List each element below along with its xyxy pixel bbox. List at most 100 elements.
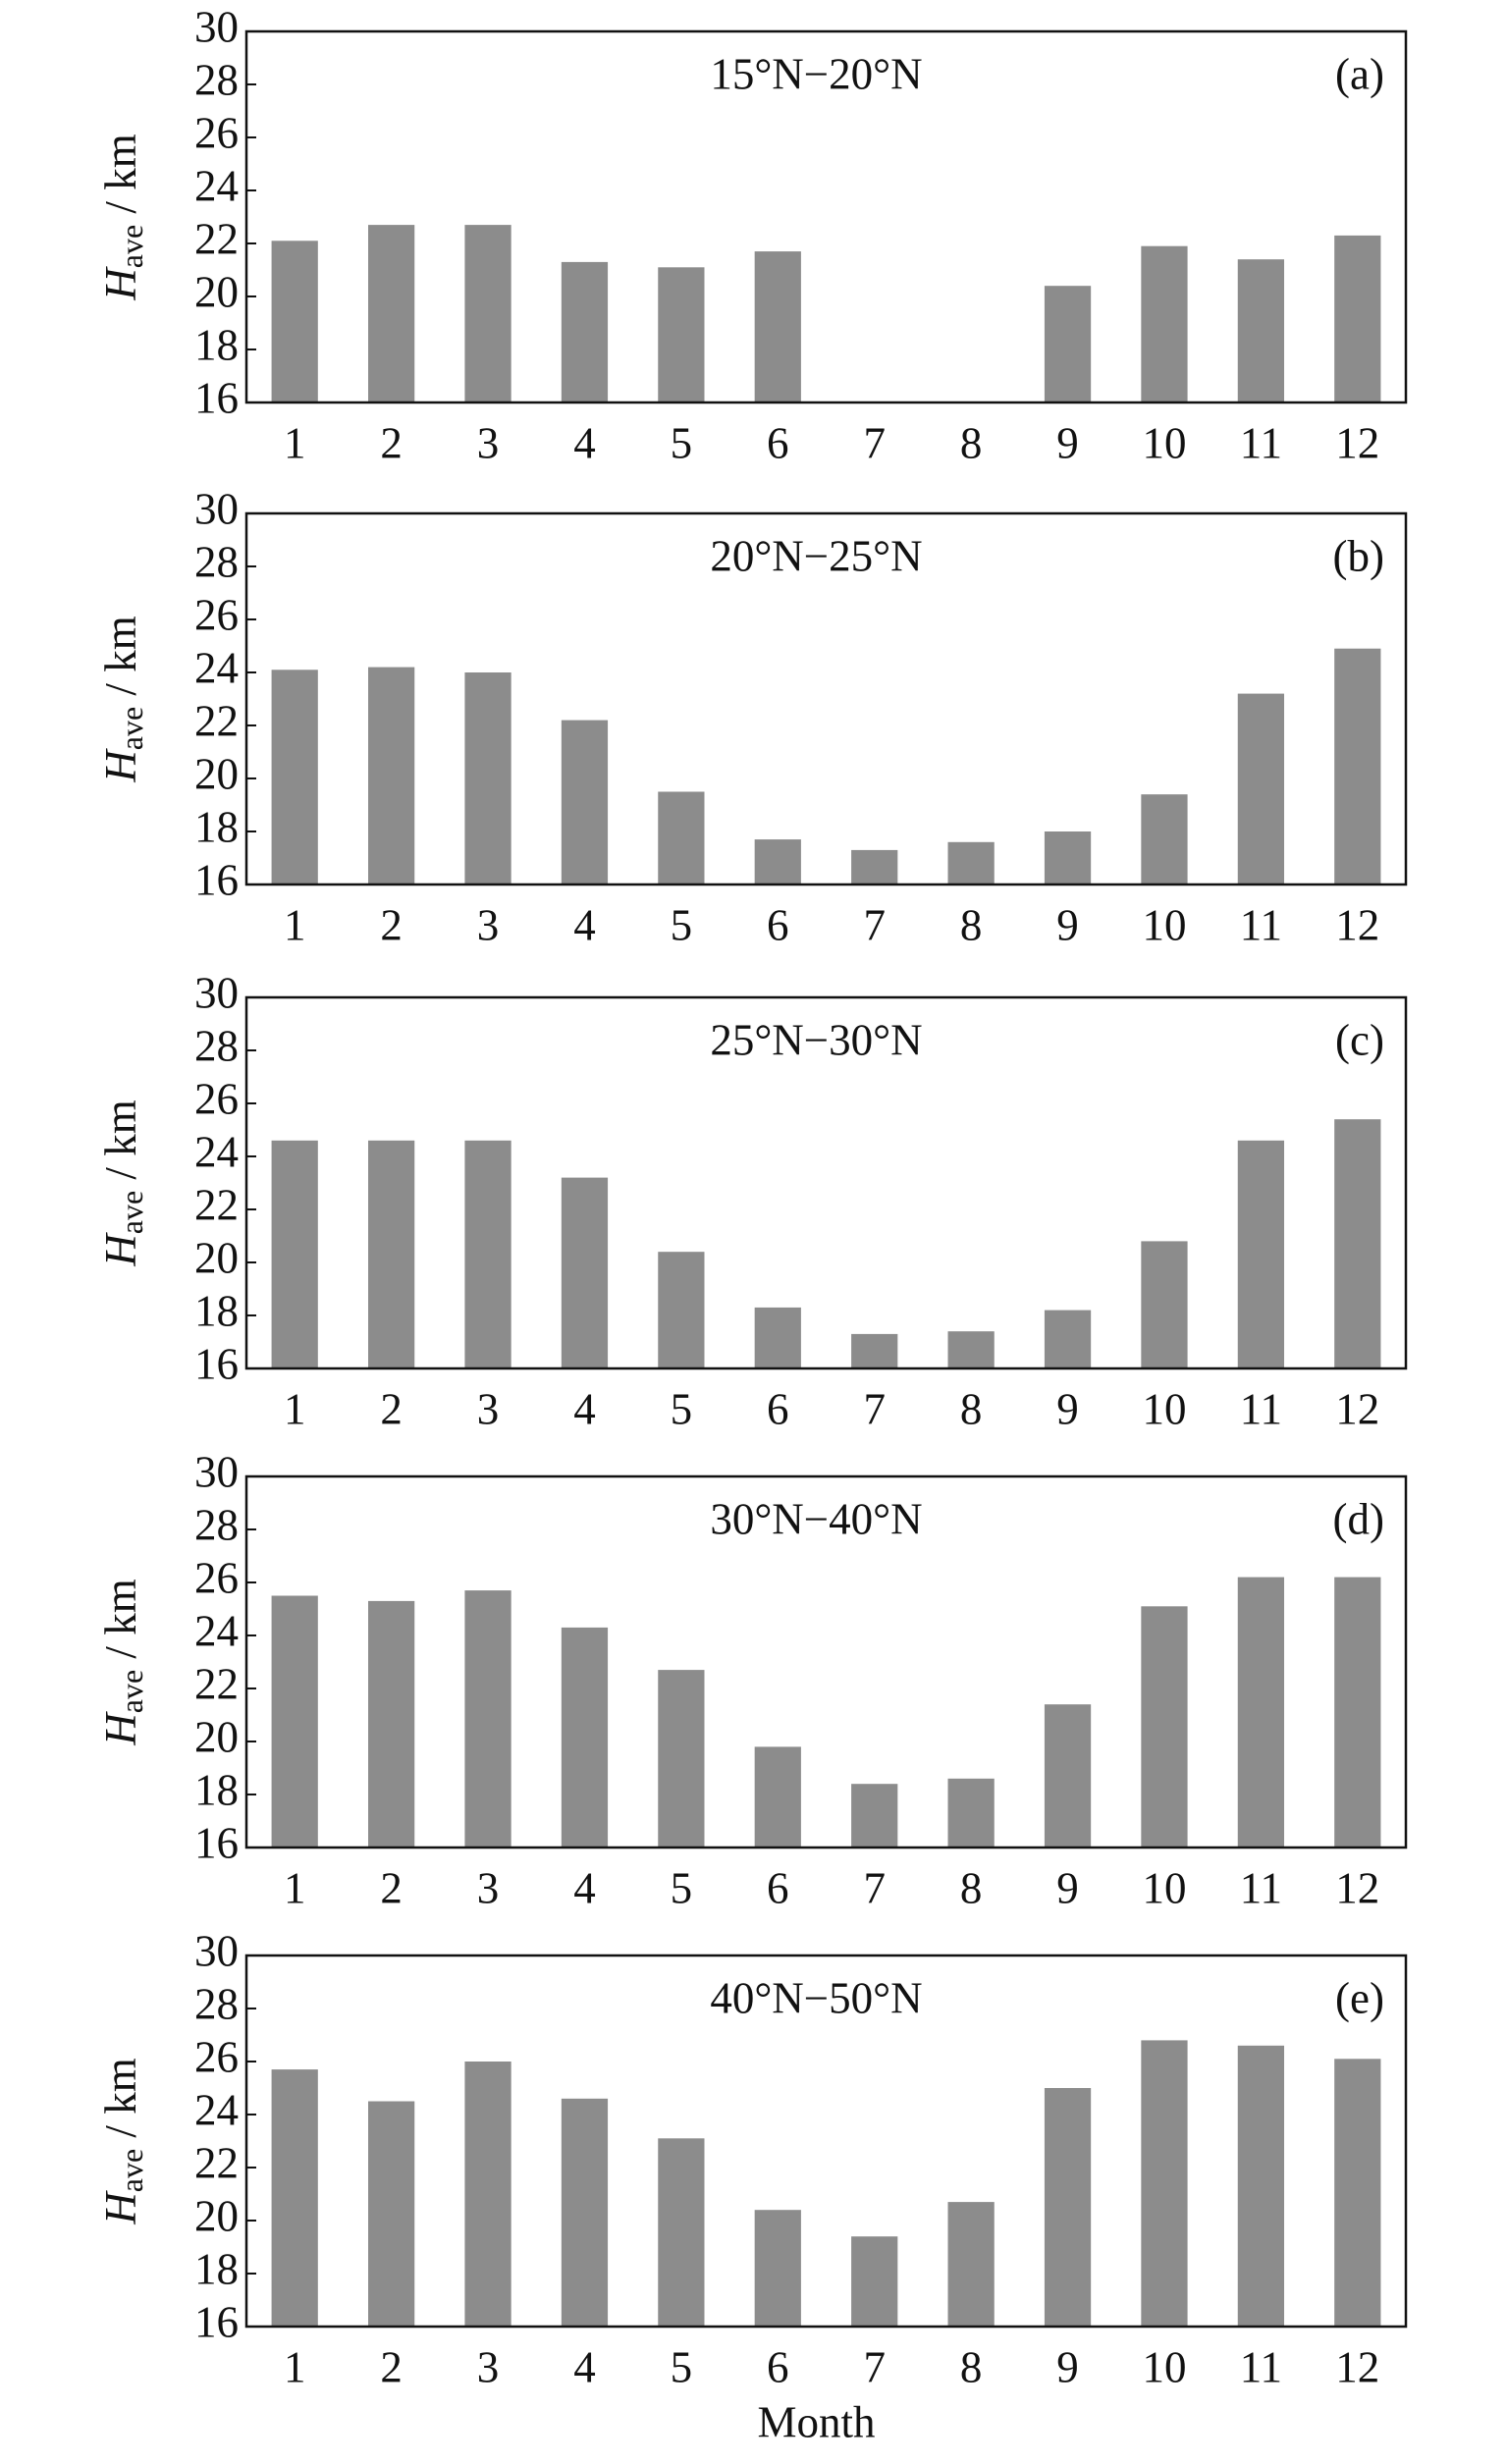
x-tick-label: 11 — [1240, 1384, 1282, 1433]
x-tick-label: 7 — [863, 900, 886, 949]
bar — [271, 2069, 318, 2327]
x-tick-label: 4 — [573, 418, 596, 467]
x-tick-label: 12 — [1335, 900, 1379, 949]
bar — [1141, 1606, 1188, 1848]
y-label-symbol: H — [96, 266, 145, 301]
x-tick-label: 4 — [573, 1384, 596, 1433]
y-axis-label: Have / km — [96, 134, 149, 300]
bar — [1334, 1119, 1381, 1368]
x-tick-label: 12 — [1335, 1384, 1379, 1433]
bar — [947, 841, 995, 884]
plot-frame — [244, 1954, 1408, 2329]
bar — [1334, 2059, 1381, 2327]
x-tick-label: 4 — [573, 1863, 596, 1912]
bar — [368, 2101, 415, 2327]
panel-title: 25°N−30°N — [710, 1015, 922, 1064]
bar — [754, 251, 801, 402]
y-label-unit: / km — [96, 134, 145, 225]
panel-label: (e) — [1335, 1973, 1384, 2022]
bar — [658, 791, 705, 884]
y-tick-label: 16 — [194, 1339, 239, 1388]
x-tick-label: 1 — [284, 1863, 306, 1912]
x-tick-label: 2 — [380, 1863, 403, 1912]
plot-frame — [244, 995, 1408, 1370]
y-tick-label: 18 — [194, 1286, 239, 1335]
y-label-symbol: H — [96, 748, 145, 783]
x-tick-label: 2 — [380, 1384, 403, 1433]
bar — [851, 1333, 898, 1368]
x-tick-label: 11 — [1240, 900, 1282, 949]
x-tick-label: 12 — [1335, 418, 1379, 467]
bar — [1044, 286, 1092, 402]
bar — [1044, 831, 1092, 884]
x-tick-label: 5 — [671, 1863, 693, 1912]
x-tick-label: 9 — [1056, 1384, 1079, 1433]
y-tick-label: 24 — [194, 161, 239, 210]
y-tick-label: 18 — [194, 802, 239, 851]
bar — [1334, 1577, 1381, 1848]
bar — [1237, 259, 1284, 402]
panel-title: 20°N−25°N — [710, 531, 922, 580]
y-tick-label: 18 — [194, 2244, 239, 2293]
y-tick-label: 20 — [194, 1712, 239, 1761]
x-tick-label: 7 — [863, 1384, 886, 1433]
x-tick-label: 8 — [960, 2342, 983, 2391]
y-tick-label: 30 — [194, 968, 239, 1017]
bar — [754, 1746, 801, 1848]
bar — [1334, 235, 1381, 402]
bar — [271, 670, 318, 884]
y-tick-label: 22 — [194, 1659, 239, 1708]
y-label-unit: / km — [96, 2058, 145, 2149]
y-label-symbol: H — [96, 2190, 145, 2225]
bar — [1237, 1577, 1284, 1848]
x-tick-label: 7 — [863, 1863, 886, 1912]
panel-label: (b) — [1333, 531, 1384, 580]
x-tick-label: 10 — [1142, 900, 1186, 949]
y-tick-label: 28 — [194, 1021, 239, 1070]
x-tick-label: 11 — [1240, 1863, 1282, 1912]
x-tick-label: 11 — [1240, 2342, 1282, 2391]
x-tick-label: 3 — [477, 418, 500, 467]
x-tick-label: 3 — [477, 2342, 500, 2391]
x-tick-label: 6 — [767, 1384, 789, 1433]
bar — [1044, 2088, 1092, 2327]
y-tick-label: 28 — [194, 1500, 239, 1549]
y-tick-label: 16 — [194, 855, 239, 904]
y-tick-label: 16 — [194, 2297, 239, 2346]
y-label-subscript: ave — [114, 2149, 149, 2192]
y-tick-label: 30 — [194, 1926, 239, 1975]
y-axis-label: Have / km — [96, 1579, 149, 1745]
y-tick-label: 20 — [194, 2191, 239, 2240]
bar — [1141, 1241, 1188, 1368]
y-axis-label: Have / km — [96, 616, 149, 782]
y-label-subscript: ave — [114, 225, 149, 268]
y-tick-label: 30 — [194, 1447, 239, 1496]
x-tick-label: 5 — [671, 418, 693, 467]
x-tick-label: 1 — [284, 418, 306, 467]
x-tick-label: 12 — [1335, 1863, 1379, 1912]
panel-title: 15°N−20°N — [710, 49, 922, 98]
bar — [851, 2236, 898, 2327]
x-tick-label: 9 — [1056, 418, 1079, 467]
y-tick-label: 26 — [194, 108, 239, 157]
bar — [561, 2098, 609, 2327]
bar — [947, 1331, 995, 1368]
bar — [947, 2202, 995, 2327]
x-tick-label: 9 — [1056, 2342, 1079, 2391]
x-tick-label: 4 — [573, 900, 596, 949]
y-tick-label: 18 — [194, 1765, 239, 1814]
y-tick-label: 26 — [194, 1553, 239, 1602]
x-tick-label: 6 — [767, 1863, 789, 1912]
x-tick-label: 5 — [671, 1384, 693, 1433]
panel-label: (c) — [1335, 1015, 1384, 1064]
x-tick-label: 1 — [284, 900, 306, 949]
x-tick-label: 2 — [380, 418, 403, 467]
bar — [271, 1595, 318, 1848]
x-tick-label: 7 — [863, 2342, 886, 2391]
x-tick-label: 3 — [477, 900, 500, 949]
y-tick-label: 26 — [194, 590, 239, 639]
y-tick-label: 28 — [194, 1979, 239, 2028]
bar — [947, 1778, 995, 1848]
x-tick-label: 1 — [284, 2342, 306, 2391]
